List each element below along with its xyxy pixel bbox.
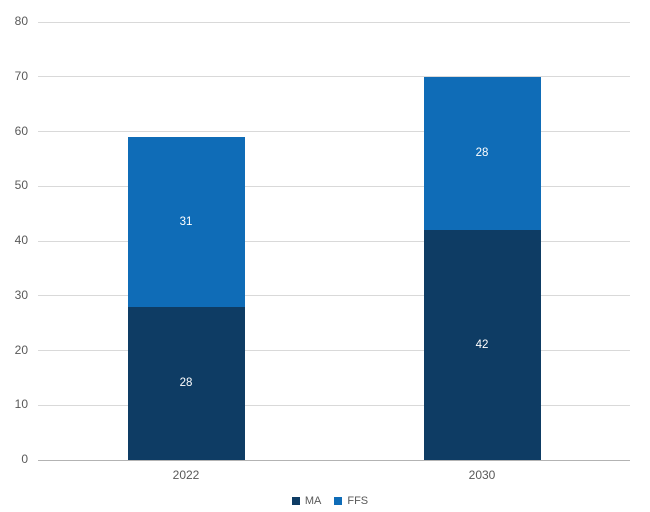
y-tick-label: 0 — [21, 452, 28, 466]
y-tick-label: 80 — [14, 14, 28, 28]
y-tick-label: 70 — [14, 68, 28, 83]
bar-segment-ffs-2030[interactable]: 28 — [423, 76, 541, 231]
gridline — [38, 404, 630, 406]
legend-swatch-ma — [291, 497, 300, 505]
x-category-label: 2030 — [468, 468, 496, 482]
legend: MA FFS — [0, 492, 650, 510]
y-tick-label: 60 — [14, 123, 28, 138]
gridline — [38, 240, 630, 242]
gridline — [38, 295, 630, 297]
y-tick-label: 10 — [14, 397, 28, 412]
bar-data-label: 42 — [475, 339, 489, 352]
legend-label: MA — [304, 494, 322, 507]
x-category-label: 2022 — [172, 468, 200, 482]
y-tick-label: 50 — [14, 178, 28, 193]
bar-data-label: 31 — [179, 215, 193, 228]
x-axis-line — [38, 459, 630, 461]
bar-segment-ma-2022[interactable]: 28 — [127, 306, 245, 460]
gridline — [38, 350, 630, 351]
legend-item-ma[interactable]: MA — [291, 494, 322, 507]
legend-label: FFS — [347, 494, 369, 507]
bar-data-label: 28 — [475, 147, 489, 160]
gridline — [38, 76, 630, 78]
bar-segment-ma-2030[interactable]: 42 — [423, 230, 541, 460]
gridline — [38, 131, 630, 132]
y-tick-label: 30 — [14, 287, 28, 302]
legend-swatch-ffs — [334, 497, 343, 505]
gridline — [38, 185, 630, 187]
gridline — [38, 21, 630, 23]
bar-segment-ffs-2022[interactable]: 31 — [127, 136, 245, 307]
legend-item-ffs[interactable]: FFS — [334, 494, 369, 507]
y-tick-label: 40 — [14, 233, 28, 247]
bar-data-label: 28 — [179, 377, 193, 390]
y-tick-label: 20 — [14, 342, 28, 357]
